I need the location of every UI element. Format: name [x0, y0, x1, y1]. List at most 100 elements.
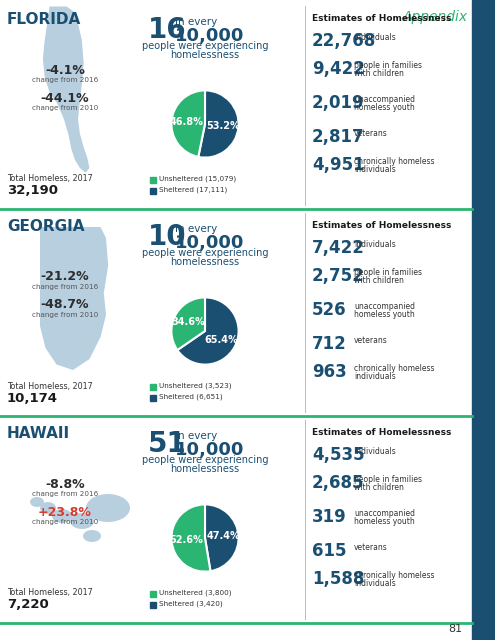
Text: homeless youth: homeless youth — [354, 517, 415, 526]
Text: Total Homeless, 2017: Total Homeless, 2017 — [7, 175, 93, 184]
Bar — [150, 591, 156, 597]
Text: change from 2016: change from 2016 — [32, 284, 98, 290]
Text: GEORGIA: GEORGIA — [7, 219, 85, 234]
Wedge shape — [177, 298, 239, 365]
Wedge shape — [171, 504, 210, 572]
Ellipse shape — [70, 513, 94, 529]
Text: Sheltered (3,420): Sheltered (3,420) — [159, 601, 223, 607]
Text: 16: 16 — [148, 16, 187, 44]
Wedge shape — [198, 90, 239, 157]
Text: 2,019: 2,019 — [312, 94, 365, 112]
Text: Unsheltered (3,523): Unsheltered (3,523) — [159, 383, 232, 389]
Text: 712: 712 — [312, 335, 347, 353]
Ellipse shape — [86, 494, 130, 522]
Text: HAWAII: HAWAII — [7, 426, 70, 441]
Wedge shape — [205, 504, 239, 571]
Text: unaccompanied: unaccompanied — [354, 302, 415, 311]
Text: -21.2%: -21.2% — [41, 271, 89, 284]
Text: people in families: people in families — [354, 268, 422, 277]
Text: unaccompanied: unaccompanied — [354, 509, 415, 518]
Text: -4.1%: -4.1% — [45, 63, 85, 77]
Text: 10: 10 — [148, 223, 187, 251]
Text: 52.6%: 52.6% — [170, 534, 203, 545]
Text: 963: 963 — [312, 363, 347, 381]
Bar — [150, 384, 156, 390]
Text: Sheltered (6,651): Sheltered (6,651) — [159, 394, 223, 400]
Text: chronically homeless: chronically homeless — [354, 571, 435, 580]
Text: 34.6%: 34.6% — [172, 317, 205, 328]
Text: individuals: individuals — [354, 372, 396, 381]
Text: 7,422: 7,422 — [312, 239, 365, 257]
Text: 9,422: 9,422 — [312, 60, 365, 78]
Text: unaccompanied: unaccompanied — [354, 95, 415, 104]
Bar — [150, 602, 156, 608]
Text: individuals: individuals — [354, 240, 396, 249]
Text: Unsheltered (3,800): Unsheltered (3,800) — [159, 589, 232, 596]
Text: change from 2010: change from 2010 — [32, 312, 98, 318]
Text: in every: in every — [175, 224, 217, 234]
Text: individuals: individuals — [354, 165, 396, 174]
Bar — [472, 0, 495, 640]
Text: 10,174: 10,174 — [7, 392, 58, 404]
Text: homelessness: homelessness — [170, 464, 240, 474]
Text: 7,220: 7,220 — [7, 598, 49, 611]
Text: 1,588: 1,588 — [312, 570, 364, 588]
Text: individuals: individuals — [354, 447, 396, 456]
Ellipse shape — [83, 530, 101, 542]
Text: Estimates of Homelessness: Estimates of Homelessness — [312, 14, 451, 23]
Text: with children: with children — [354, 483, 404, 492]
Text: FLORIDA: FLORIDA — [7, 12, 81, 27]
Ellipse shape — [52, 509, 72, 523]
Text: chronically homeless: chronically homeless — [354, 157, 435, 166]
Ellipse shape — [40, 502, 56, 514]
Text: 65.4%: 65.4% — [204, 335, 238, 344]
Text: -8.8%: -8.8% — [45, 477, 85, 490]
Bar — [150, 177, 156, 183]
Text: people in families: people in families — [354, 61, 422, 70]
Text: change from 2010: change from 2010 — [32, 105, 98, 111]
Text: 10,000: 10,000 — [175, 234, 245, 252]
Text: people were experiencing: people were experiencing — [142, 455, 268, 465]
Text: Unsheltered (15,079): Unsheltered (15,079) — [159, 176, 236, 182]
Text: chronically homeless: chronically homeless — [354, 364, 435, 373]
Text: individuals: individuals — [354, 33, 396, 42]
Text: 615: 615 — [312, 542, 346, 560]
Polygon shape — [43, 6, 90, 173]
Ellipse shape — [30, 497, 44, 507]
Text: 319: 319 — [312, 508, 347, 526]
Text: 526: 526 — [312, 301, 346, 319]
Text: in every: in every — [175, 431, 217, 441]
Text: veterans: veterans — [354, 129, 388, 138]
Text: change from 2016: change from 2016 — [32, 77, 98, 83]
Text: 51: 51 — [148, 430, 187, 458]
Text: veterans: veterans — [354, 336, 388, 345]
Text: Sheltered (17,111): Sheltered (17,111) — [159, 187, 227, 193]
Text: change from 2010: change from 2010 — [32, 519, 98, 525]
Text: 2,685: 2,685 — [312, 474, 364, 492]
Bar — [150, 395, 156, 401]
Text: 10,000: 10,000 — [175, 27, 245, 45]
Wedge shape — [171, 298, 205, 350]
Text: Appendix: Appendix — [403, 10, 468, 24]
Text: 2,752: 2,752 — [312, 267, 365, 285]
Text: -48.7%: -48.7% — [41, 298, 89, 312]
Polygon shape — [40, 227, 108, 370]
Text: homeless youth: homeless youth — [354, 310, 415, 319]
Text: 47.4%: 47.4% — [206, 531, 240, 541]
Text: people in families: people in families — [354, 475, 422, 484]
Text: in every: in every — [175, 17, 217, 27]
Text: 53.2%: 53.2% — [206, 121, 240, 131]
Text: homelessness: homelessness — [170, 257, 240, 267]
Text: Estimates of Homelessness: Estimates of Homelessness — [312, 428, 451, 437]
Text: homelessness: homelessness — [170, 50, 240, 60]
Text: veterans: veterans — [354, 543, 388, 552]
Text: change from 2016: change from 2016 — [32, 491, 98, 497]
Text: homeless youth: homeless youth — [354, 103, 415, 112]
Text: 81: 81 — [448, 624, 462, 634]
Text: Total Homeless, 2017: Total Homeless, 2017 — [7, 381, 93, 390]
Text: people were experiencing: people were experiencing — [142, 41, 268, 51]
Text: people were experiencing: people were experiencing — [142, 248, 268, 258]
Text: +23.8%: +23.8% — [38, 506, 92, 518]
Text: 4,951: 4,951 — [312, 156, 365, 174]
Text: 2,817: 2,817 — [312, 128, 365, 146]
